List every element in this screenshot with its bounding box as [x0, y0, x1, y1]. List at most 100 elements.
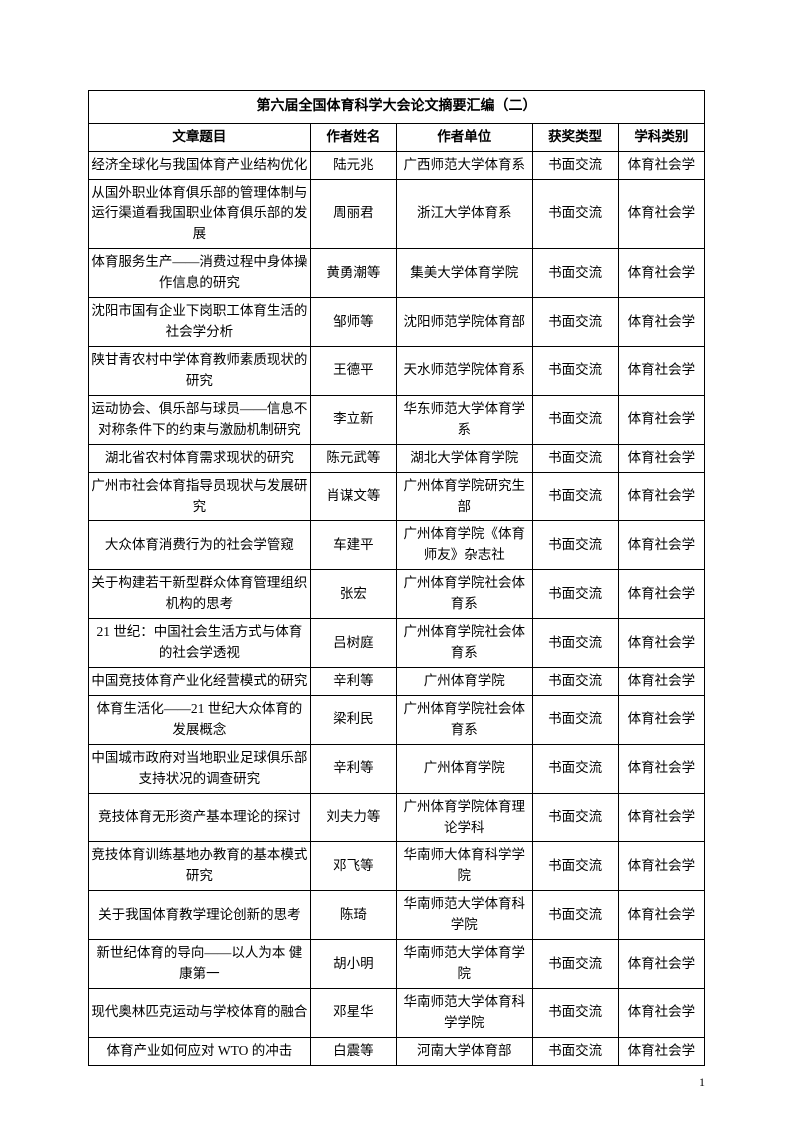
table-cell: 湖北大学体育学院 [396, 444, 532, 472]
table-cell: 书面交流 [532, 179, 618, 249]
table-cell: 体育服务生产——消费过程中身体操作信息的研究 [89, 249, 311, 298]
table-row: 关于构建若干新型群众体育管理组织机构的思考张宏广州体育学院社会体育系书面交流体育… [89, 570, 705, 619]
table-cell: 书面交流 [532, 842, 618, 891]
table-row: 中国城市政府对当地职业足球俱乐部支持状况的调查研究辛利等广州体育学院书面交流体育… [89, 744, 705, 793]
table-cell: 广州市社会体育指导员现状与发展研究 [89, 472, 311, 521]
table-row: 沈阳市国有企业下岗职工体育生活的社会学分析邹师等沈阳师范学院体育部书面交流体育社… [89, 298, 705, 347]
table-cell: 书面交流 [532, 793, 618, 842]
table-cell: 体育产业如何应对 WTO 的冲击 [89, 1037, 311, 1065]
table-cell: 书面交流 [532, 744, 618, 793]
table-row: 现代奥林匹克运动与学校体育的融合邓星华华南师范大学体育科学学院书面交流体育社会学 [89, 988, 705, 1037]
table-cell: 华南师范大学体育科学学院 [396, 988, 532, 1037]
table-cell: 黄勇潮等 [310, 249, 396, 298]
col-header-author: 作者姓名 [310, 123, 396, 151]
header-row: 文章题目 作者姓名 作者单位 获奖类型 学科类别 [89, 123, 705, 151]
table-cell: 书面交流 [532, 346, 618, 395]
table-row: 经济全球化与我国体育产业结构优化陆元兆广西师范大学体育系书面交流体育社会学 [89, 151, 705, 179]
table-cell: 体育社会学 [618, 444, 704, 472]
table-cell: 周丽君 [310, 179, 396, 249]
table-cell: 书面交流 [532, 521, 618, 570]
table-cell: 沈阳市国有企业下岗职工体育生活的社会学分析 [89, 298, 311, 347]
table-row: 湖北省农村体育需求现状的研究陈元武等湖北大学体育学院书面交流体育社会学 [89, 444, 705, 472]
table-cell: 广州体育学院体育理论学科 [396, 793, 532, 842]
table-cell: 书面交流 [532, 891, 618, 940]
table-row: 新世纪体育的导向——以人为本 健康第一胡小明华南师范大学体育学院书面交流体育社会… [89, 940, 705, 989]
table-cell: 华南师范大学体育学院 [396, 940, 532, 989]
table-row: 中国竞技体育产业化经营模式的研究辛利等广州体育学院书面交流体育社会学 [89, 667, 705, 695]
table-cell: 体育社会学 [618, 298, 704, 347]
table-cell: 邓飞等 [310, 842, 396, 891]
table-cell: 李立新 [310, 395, 396, 444]
table-cell: 书面交流 [532, 988, 618, 1037]
table-row: 竞技体育无形资产基本理论的探讨刘夫力等广州体育学院体育理论学科书面交流体育社会学 [89, 793, 705, 842]
table-cell: 体育生活化——21 世纪大众体育的发展概念 [89, 695, 311, 744]
table-cell: 广州体育学院 [396, 667, 532, 695]
table-cell: 竞技体育无形资产基本理论的探讨 [89, 793, 311, 842]
table-cell: 书面交流 [532, 1037, 618, 1065]
table-cell: 体育社会学 [618, 667, 704, 695]
table-cell: 浙江大学体育系 [396, 179, 532, 249]
table-cell: 体育社会学 [618, 179, 704, 249]
document-page: 第六届全国体育科学大会论文摘要汇编（二） 文章题目 作者姓名 作者单位 获奖类型… [0, 0, 793, 1106]
table-cell: 体育社会学 [618, 988, 704, 1037]
table-cell: 书面交流 [532, 395, 618, 444]
table-cell: 体育社会学 [618, 1037, 704, 1065]
table-cell: 广西师范大学体育系 [396, 151, 532, 179]
table-cell: 体育社会学 [618, 570, 704, 619]
table-cell: 王德平 [310, 346, 396, 395]
table-cell: 华东师范大学体育学系 [396, 395, 532, 444]
table-cell: 天水师范学院体育系 [396, 346, 532, 395]
table-cell: 现代奥林匹克运动与学校体育的融合 [89, 988, 311, 1037]
table-cell: 新世纪体育的导向——以人为本 健康第一 [89, 940, 311, 989]
table-cell: 体育社会学 [618, 619, 704, 668]
table-cell: 从国外职业体育俱乐部的管理体制与运行渠道看我国职业体育俱乐部的发展 [89, 179, 311, 249]
table-cell: 广州体育学院研究生部 [396, 472, 532, 521]
table-row: 体育服务生产——消费过程中身体操作信息的研究黄勇潮等集美大学体育学院书面交流体育… [89, 249, 705, 298]
table-cell: 陆元兆 [310, 151, 396, 179]
table-cell: 广州体育学院社会体育系 [396, 695, 532, 744]
table-cell: 运动协会、俱乐部与球员——信息不对称条件下的约束与激励机制研究 [89, 395, 311, 444]
col-header-unit: 作者单位 [396, 123, 532, 151]
title-row: 第六届全国体育科学大会论文摘要汇编（二） [89, 91, 705, 124]
col-header-subject: 学科类别 [618, 123, 704, 151]
table-row: 从国外职业体育俱乐部的管理体制与运行渠道看我国职业体育俱乐部的发展周丽君浙江大学… [89, 179, 705, 249]
table-cell: 湖北省农村体育需求现状的研究 [89, 444, 311, 472]
table-cell: 广州体育学院社会体育系 [396, 570, 532, 619]
table-cell: 经济全球化与我国体育产业结构优化 [89, 151, 311, 179]
table-row: 陕甘青农村中学体育教师素质现状的研究王德平天水师范学院体育系书面交流体育社会学 [89, 346, 705, 395]
table-row: 大众体育消费行为的社会学管窥车建平广州体育学院《体育师友》杂志社书面交流体育社会… [89, 521, 705, 570]
table-cell: 书面交流 [532, 151, 618, 179]
table-cell: 书面交流 [532, 472, 618, 521]
table-cell: 体育社会学 [618, 842, 704, 891]
table-cell: 胡小明 [310, 940, 396, 989]
table-cell: 肖谋文等 [310, 472, 396, 521]
table-cell: 关于构建若干新型群众体育管理组织机构的思考 [89, 570, 311, 619]
table-cell: 刘夫力等 [310, 793, 396, 842]
table-cell: 体育社会学 [618, 891, 704, 940]
table-cell: 书面交流 [532, 695, 618, 744]
table-cell: 华南师大体育科学学院 [396, 842, 532, 891]
table-cell: 体育社会学 [618, 346, 704, 395]
table-cell: 中国城市政府对当地职业足球俱乐部支持状况的调查研究 [89, 744, 311, 793]
table-cell: 体育社会学 [618, 940, 704, 989]
table-cell: 吕树庭 [310, 619, 396, 668]
papers-table: 第六届全国体育科学大会论文摘要汇编（二） 文章题目 作者姓名 作者单位 获奖类型… [88, 90, 705, 1066]
table-cell: 大众体育消费行为的社会学管窥 [89, 521, 311, 570]
table-cell: 21 世纪：中国社会生活方式与体育的社会学透视 [89, 619, 311, 668]
table-cell: 书面交流 [532, 298, 618, 347]
table-cell: 书面交流 [532, 444, 618, 472]
table-cell: 书面交流 [532, 667, 618, 695]
table-cell: 集美大学体育学院 [396, 249, 532, 298]
table-cell: 体育社会学 [618, 472, 704, 521]
table-body: 经济全球化与我国体育产业结构优化陆元兆广西师范大学体育系书面交流体育社会学从国外… [89, 151, 705, 1065]
table-cell: 体育社会学 [618, 695, 704, 744]
table-cell: 体育社会学 [618, 249, 704, 298]
table-cell: 书面交流 [532, 249, 618, 298]
table-cell: 关于我国体育教学理论创新的思考 [89, 891, 311, 940]
table-cell: 竞技体育训练基地办教育的基本模式研究 [89, 842, 311, 891]
table-row: 21 世纪：中国社会生活方式与体育的社会学透视吕树庭广州体育学院社会体育系书面交… [89, 619, 705, 668]
table-cell: 车建平 [310, 521, 396, 570]
col-header-title: 文章题目 [89, 123, 311, 151]
table-row: 体育产业如何应对 WTO 的冲击白震等河南大学体育部书面交流体育社会学 [89, 1037, 705, 1065]
table-row: 广州市社会体育指导员现状与发展研究肖谋文等广州体育学院研究生部书面交流体育社会学 [89, 472, 705, 521]
